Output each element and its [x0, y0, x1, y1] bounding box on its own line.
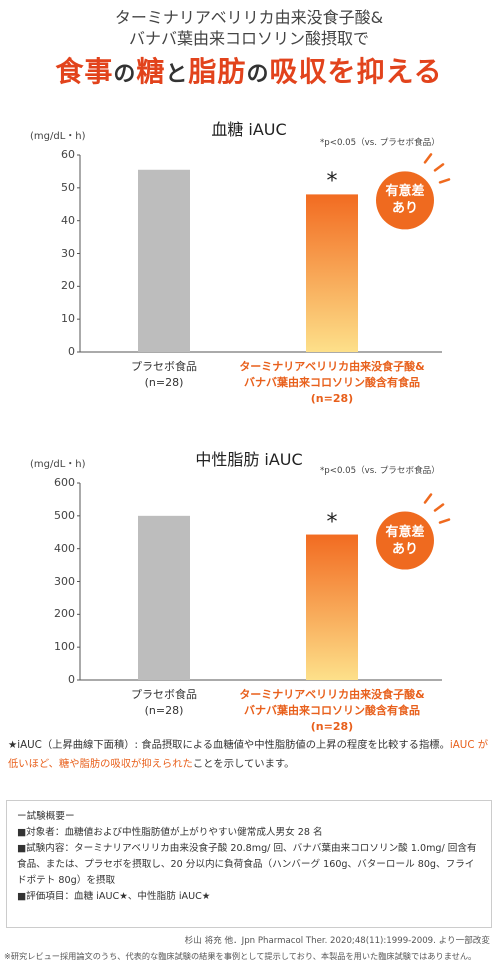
badge-spark: [433, 503, 445, 512]
badge: [376, 511, 434, 570]
y-tick-label: 600: [54, 476, 75, 489]
disclaimer: ※研究レビュー採用論文のうち、代表的な臨床試験の結果を事例として提示しており、本…: [4, 951, 477, 961]
badge-spark: [423, 493, 433, 504]
significance-mark: *: [326, 509, 338, 535]
summary-title: ー試験概要ー: [17, 811, 75, 822]
citation: 杉山 将充 他．Jpn Pharmacol Ther. 2020;48(11):…: [184, 936, 490, 946]
y-tick-label: 300: [54, 574, 75, 588]
note: *p<0.05（vs. プラセボ食品）: [320, 138, 440, 148]
headline-part: と: [165, 62, 189, 87]
headline-part: 吸収を抑える: [269, 55, 443, 88]
significance-mark: *: [326, 169, 338, 195]
y-tick-label: 500: [54, 508, 75, 522]
y-tick-label: 400: [54, 541, 75, 555]
summary-box: ー試験概要ー ■対象者：血糖値および中性脂肪値が上がりやすい健常成人男女 28 …: [6, 800, 492, 928]
badge-spark: [423, 153, 433, 164]
headline-part: の: [113, 62, 137, 87]
y-tick-label: 10: [61, 312, 75, 326]
footnote-text: ことを示しています。: [192, 758, 295, 770]
y-tick-label: 40: [61, 213, 75, 227]
footnote-accent: iAUC が低いほど、糖や脂肪の吸収が抑えられた: [8, 739, 489, 770]
x-tick-label: ターミナリアベリリカ由来没食子酸& バナバ葉由来コロソリン酸含有食品 (n=28…: [239, 688, 425, 733]
y-tick-label: 60: [61, 148, 75, 161]
summary-item: ■対象者：血糖値および中性脂肪値が上がりやすい健常成人男女 28 名: [17, 827, 323, 838]
badge-text: 有意差 あり: [385, 184, 425, 217]
note: *p<0.05（vs. プラセボ食品）: [320, 466, 440, 476]
headline: 食事の糖と脂肪の吸収を抑える: [0, 50, 498, 90]
x-tick-label: プラセボ食品 (n=28): [131, 688, 197, 717]
badge-text: 有意差 あり: [385, 524, 425, 557]
y-tick-label: 0: [68, 345, 75, 358]
header-line: バナバ葉由来コロソリン酸摂取で: [128, 29, 369, 48]
badge-spark: [438, 178, 451, 184]
footnote-text: ★iAUC（上昇曲線下面積）: 食品摂取による血糖値や中性脂肪値の上昇の程度を比…: [8, 739, 450, 751]
headline-part: 脂肪: [188, 55, 247, 88]
y-tick-label: 20: [61, 279, 75, 293]
y-unit: (mg/dL・h): [30, 131, 86, 142]
bar: [306, 534, 358, 680]
badge: [376, 171, 434, 230]
chart-title: 血糖 iAUC: [211, 120, 287, 139]
headline-part: 糖: [136, 55, 166, 88]
badge-spark: [438, 518, 451, 524]
bar: [306, 194, 358, 352]
summary-item: ■試験内容：ターミナリアベリリカ由来没食子酸 20.8mg/ 回、バナバ葉由来コ…: [17, 843, 477, 886]
y-tick-label: 0: [68, 673, 75, 686]
header-line: ターミナリアベリリカ由来没食子酸&: [114, 8, 384, 27]
bar: [138, 169, 190, 352]
footnote: ★iAUC（上昇曲線下面積）: 食品摂取による血糖値や中性脂肪値の上昇の程度を比…: [8, 736, 492, 774]
headline-part: 食事: [55, 55, 114, 88]
bar: [138, 515, 190, 680]
x-tick-label: ターミナリアベリリカ由来没食子酸& バナバ葉由来コロソリン酸含有食品 (n=28…: [239, 360, 425, 405]
y-tick-label: 100: [54, 640, 75, 654]
y-tick-label: 50: [61, 180, 75, 194]
y-unit: (mg/dL・h): [30, 459, 86, 470]
y-tick-label: 30: [61, 246, 75, 260]
charts: [77, 153, 451, 681]
badge-spark: [433, 163, 445, 172]
x-tick-label: プラセボ食品 (n=28): [131, 360, 197, 389]
chart-title: 中性脂肪 iAUC: [195, 450, 303, 469]
y-tick-label: 200: [54, 607, 75, 621]
headline-part: の: [246, 62, 270, 87]
summary-item: ■評価項目：血糖 iAUC★、中性脂肪 iAUC★: [17, 891, 211, 902]
